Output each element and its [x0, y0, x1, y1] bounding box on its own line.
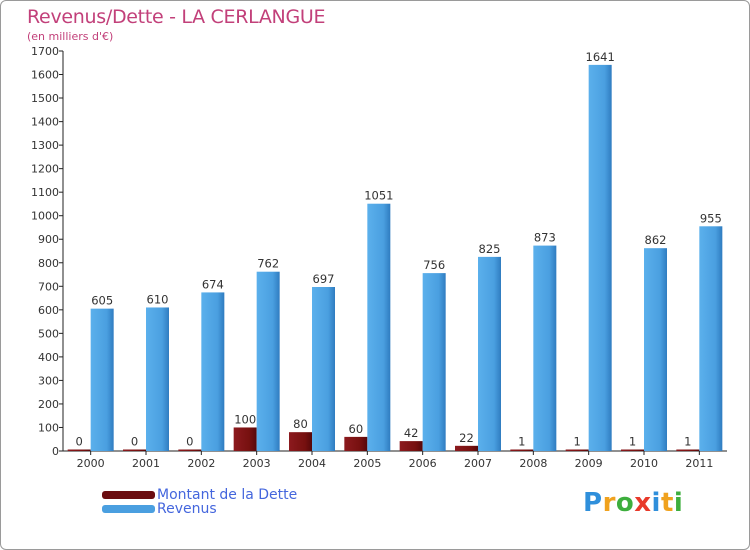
x-tick-label: 2009 [575, 457, 603, 470]
y-tick-label: 0 [52, 445, 59, 458]
data-label: 42 [404, 426, 419, 440]
logo-letter: o [615, 488, 635, 518]
data-label: 80 [293, 417, 308, 431]
bar-dette [123, 449, 146, 451]
data-label: 22 [459, 431, 474, 445]
legend-swatch-dette [102, 491, 155, 499]
logo-letter: P [583, 488, 603, 518]
x-tick-label: 2007 [464, 457, 492, 470]
chart-title: Revenus/Dette - LA CERLANGUE [27, 6, 326, 28]
data-label: 873 [534, 231, 556, 245]
y-tick-label: 1600 [31, 69, 59, 82]
chart-subtitle: (en milliers d'€) [27, 30, 114, 43]
y-tick-label: 1400 [31, 116, 59, 129]
bar-dette [399, 441, 423, 451]
logo-letter: i [673, 488, 684, 518]
y-tick-label: 500 [38, 327, 59, 340]
data-label: 60 [349, 422, 364, 436]
bar-dette [233, 427, 257, 451]
bar-dette [455, 445, 478, 451]
data-label: 100 [234, 412, 256, 426]
y-tick-label: 1700 [31, 45, 59, 58]
y-tick-label: 1200 [31, 163, 59, 176]
bar-revenus [699, 226, 723, 451]
bar-dette [67, 449, 91, 451]
logo-letter: r [602, 488, 616, 518]
y-tick-label: 600 [38, 304, 59, 317]
legend-label-dette: Montant de la Dette [157, 487, 298, 503]
y-tick-label: 1100 [31, 186, 59, 199]
data-label: 1 [518, 435, 525, 449]
bar-revenus [201, 292, 225, 451]
bar-revenus [256, 271, 280, 451]
y-tick-label: 400 [38, 351, 59, 364]
legend-label-revenus: Revenus [157, 501, 217, 517]
x-tick-label: 2002 [187, 457, 215, 470]
y-tick-label: 700 [38, 280, 59, 293]
y-tick-label: 300 [38, 374, 59, 387]
logo-letter: x [634, 488, 652, 518]
data-label: 955 [700, 211, 722, 225]
y-tick-label: 200 [38, 398, 59, 411]
x-tick-label: 2008 [519, 457, 547, 470]
bar-revenus [588, 64, 612, 451]
x-tick-label: 2011 [685, 457, 713, 470]
data-label: 1 [684, 435, 691, 449]
data-label: 825 [479, 242, 501, 256]
data-label: 610 [147, 292, 169, 306]
bar-dette [178, 449, 202, 451]
legend-item-revenus: Revenus [102, 501, 217, 517]
x-tick-label: 2010 [630, 457, 658, 470]
x-tick-label: 2005 [353, 457, 381, 470]
data-label: 862 [645, 233, 667, 247]
bar-revenus [533, 245, 557, 451]
data-label: 1 [629, 435, 636, 449]
bar-revenus [90, 308, 114, 451]
data-label: 0 [76, 435, 83, 449]
bar-revenus [478, 256, 501, 451]
bar-revenus [146, 307, 169, 451]
y-tick-label: 1000 [31, 210, 59, 223]
data-label: 674 [202, 277, 224, 291]
proxiti-logo: Proxiti [583, 488, 683, 518]
bar-revenus [312, 287, 335, 451]
data-label: 1641 [586, 50, 615, 64]
y-tick-label: 100 [38, 421, 59, 434]
data-label: 0 [131, 435, 138, 449]
data-label: 1051 [364, 189, 393, 203]
bar-dette [621, 449, 644, 451]
y-tick-label: 800 [38, 257, 59, 270]
bar-revenus [422, 273, 446, 451]
data-label: 762 [257, 257, 279, 271]
x-tick-label: 2003 [243, 457, 271, 470]
bar-dette [676, 449, 700, 451]
bar-dette [565, 449, 589, 451]
data-label: 0 [186, 435, 193, 449]
bar-dette [510, 449, 534, 451]
data-label: 697 [313, 272, 335, 286]
data-label: 605 [91, 294, 113, 308]
data-label: 1 [574, 435, 581, 449]
logo-letter: t [660, 488, 674, 518]
logo-letter: i [651, 488, 661, 518]
y-tick-label: 1500 [31, 92, 59, 105]
y-tick-label: 900 [38, 233, 59, 246]
x-tick-label: 2004 [298, 457, 326, 470]
data-label: 756 [423, 258, 445, 272]
x-tick-label: 2000 [77, 457, 105, 470]
x-tick-label: 2001 [132, 457, 160, 470]
legend-swatch-revenus [102, 505, 155, 513]
bar-revenus [367, 203, 391, 451]
legend-item-dette: Montant de la Dette [102, 487, 297, 503]
bar-dette [344, 436, 368, 451]
y-tick-label: 1300 [31, 139, 59, 152]
bar-revenus [644, 248, 667, 451]
x-tick-label: 2006 [409, 457, 437, 470]
bar-dette [289, 432, 312, 451]
